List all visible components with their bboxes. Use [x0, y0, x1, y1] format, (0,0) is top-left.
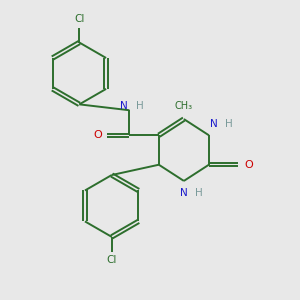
- Text: H: H: [136, 101, 144, 111]
- Text: O: O: [94, 130, 102, 140]
- Text: N: N: [180, 188, 188, 198]
- Text: O: O: [244, 160, 253, 170]
- Text: H: H: [195, 188, 203, 198]
- Text: H: H: [225, 119, 233, 129]
- Text: CH₃: CH₃: [175, 101, 193, 111]
- Text: Cl: Cl: [74, 14, 85, 24]
- Text: N: N: [210, 119, 218, 129]
- Text: Cl: Cl: [106, 255, 117, 266]
- Text: N: N: [120, 101, 128, 111]
